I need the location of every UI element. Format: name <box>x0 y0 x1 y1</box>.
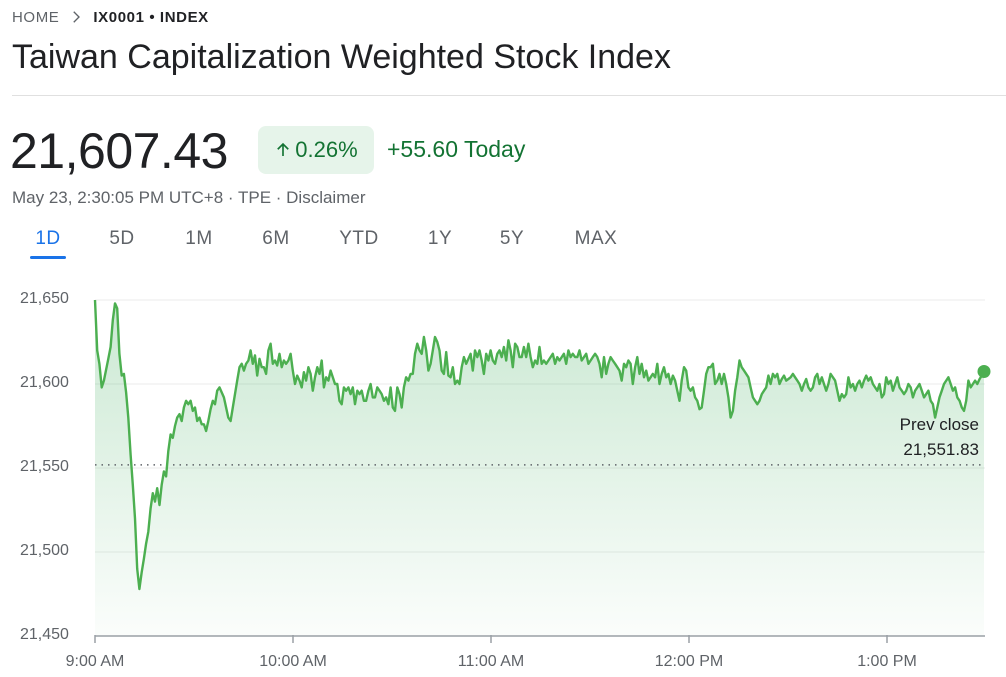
change-absolute: +55.60 Today <box>387 136 526 162</box>
arrow-up-icon <box>277 142 290 156</box>
y-tick-label: 21,500 <box>20 542 69 559</box>
divider <box>12 95 1006 96</box>
tab-1d[interactable]: 1D <box>35 228 61 249</box>
x-tick-label: 9:00 AM <box>65 653 125 670</box>
breadcrumb-symbol: IX0001 • INDEX <box>93 8 209 26</box>
y-tick-label: 21,600 <box>20 374 69 391</box>
prev-close-annotation: Prev close 21,551.83 <box>900 412 979 462</box>
page-title: Taiwan Capitalization Weighted Stock Ind… <box>12 38 671 76</box>
y-tick-label: 21,650 <box>20 290 69 307</box>
tab-5d[interactable]: 5D <box>109 228 135 249</box>
tab-6m[interactable]: 6M <box>262 228 290 249</box>
price-line <box>93 299 986 591</box>
x-tick-label: 10:00 AM <box>259 653 327 670</box>
tab-max[interactable]: MAX <box>574 228 618 249</box>
breadcrumb: HOME IX0001 • INDEX <box>12 8 209 26</box>
active-tab-indicator <box>30 256 66 259</box>
tab-ytd[interactable]: YTD <box>339 228 379 249</box>
breadcrumb-home[interactable]: HOME <box>12 8 60 26</box>
change-percent-badge: 0.26% <box>258 126 374 174</box>
current-price: 21,607.43 <box>10 123 228 179</box>
y-tick-label: 21,450 <box>20 626 69 643</box>
prev-close-value: 21,551.83 <box>903 440 979 459</box>
x-tick-label: 12:00 PM <box>654 653 724 670</box>
tab-1m[interactable]: 1M <box>185 228 213 249</box>
tab-5y[interactable]: 5Y <box>499 228 525 249</box>
change-percent: 0.26% <box>295 137 358 162</box>
x-tick-label: 1:00 PM <box>857 653 917 670</box>
last-price-dot <box>977 365 991 379</box>
prev-close-label: Prev close <box>899 415 979 434</box>
price-area <box>95 300 984 636</box>
chevron-right-icon <box>73 11 81 23</box>
tab-1y[interactable]: 1Y <box>427 228 453 249</box>
quote-meta: May 23, 2:30:05 PM UTC+8 · TPE · Disclai… <box>12 188 366 207</box>
y-tick-label: 21,550 <box>20 458 69 475</box>
x-tick-label: 11:00 AM <box>457 653 525 670</box>
